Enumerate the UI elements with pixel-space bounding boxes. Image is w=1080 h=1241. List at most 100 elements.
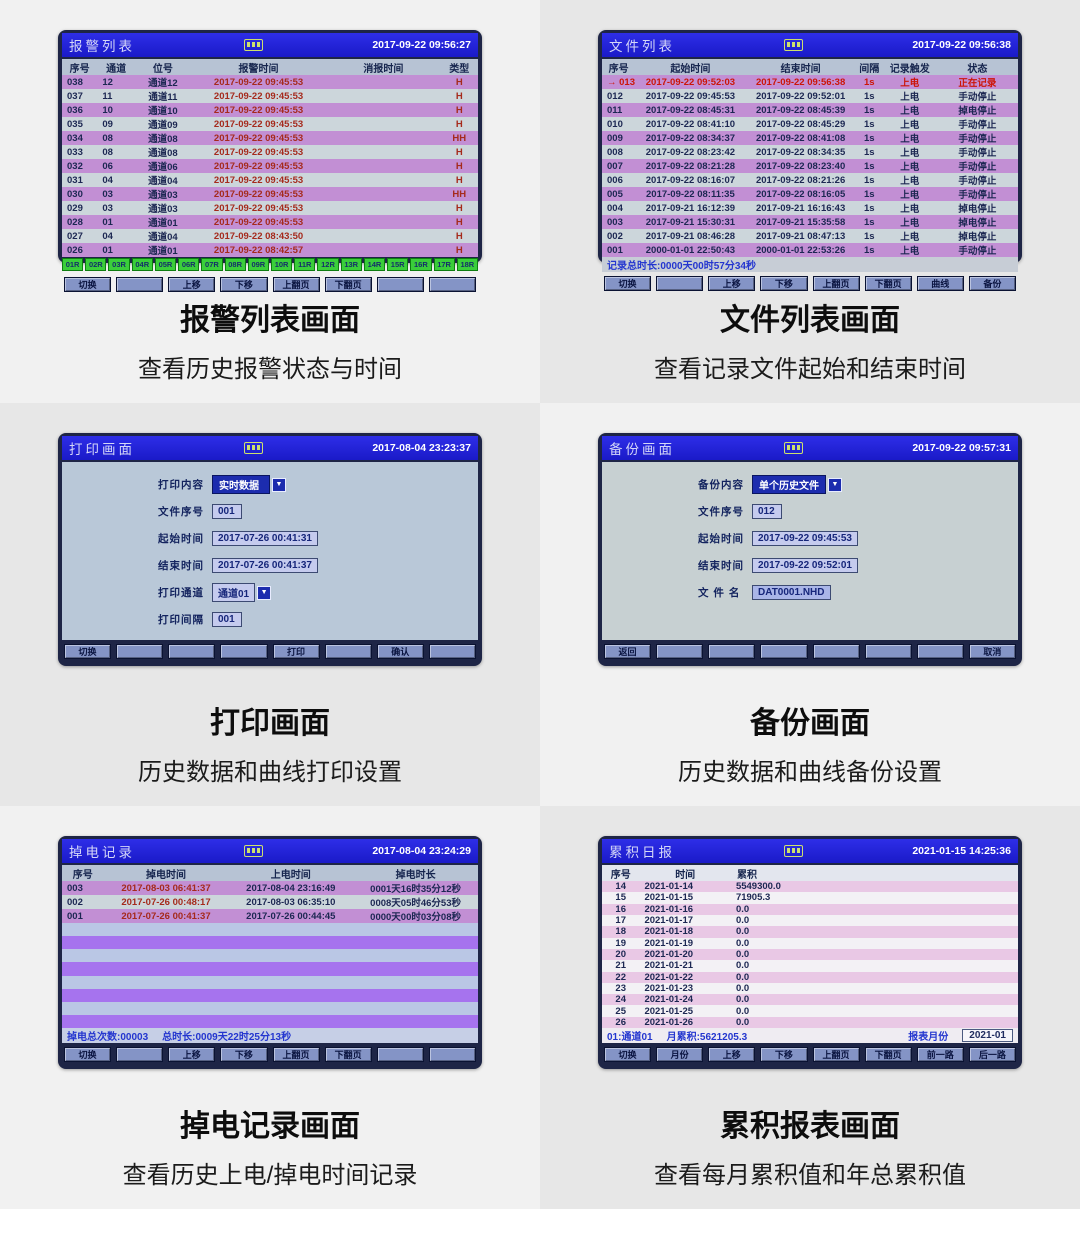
table-cell: 2021-01-24 bbox=[644, 994, 694, 1006]
softkey-下翻页[interactable]: 下翻页 bbox=[324, 1047, 372, 1062]
softkey-empty[interactable] bbox=[428, 277, 476, 292]
softkey-取消[interactable]: 取消 bbox=[968, 644, 1016, 659]
form-field: 文件序号 012 bbox=[698, 503, 1018, 520]
channel-tag: 18R bbox=[456, 258, 478, 271]
dropdown-value[interactable]: 实时数据 bbox=[212, 475, 270, 494]
softkey-下翻页[interactable]: 下翻页 bbox=[864, 1047, 912, 1062]
table-cell: 2017-09-21 15:30:31 bbox=[645, 216, 736, 228]
softkey-上移[interactable]: 上移 bbox=[708, 276, 756, 291]
softkey-empty[interactable] bbox=[864, 644, 912, 659]
softkey-empty[interactable] bbox=[428, 1047, 476, 1062]
softkey-下移[interactable]: 下移 bbox=[760, 276, 808, 291]
table-cell: 0.0 bbox=[735, 949, 750, 961]
softkey-上移[interactable]: 上移 bbox=[168, 277, 216, 292]
input-value[interactable]: DAT0001.NHD bbox=[752, 585, 831, 600]
softkey-后一路[interactable]: 后一路 bbox=[968, 1047, 1016, 1062]
softkey-empty[interactable] bbox=[376, 1047, 424, 1062]
input-value[interactable]: 2017-09-22 09:52:01 bbox=[752, 558, 858, 573]
table-cell: 2021-01-16 bbox=[644, 903, 694, 915]
softkey-empty[interactable] bbox=[168, 644, 216, 659]
table-cell: 2017-09-22 09:45:53 bbox=[213, 76, 304, 88]
form-field: 打印内容 实时数据 ▼ bbox=[158, 475, 478, 494]
table-cell: 通道11 bbox=[148, 92, 178, 103]
table-cell: 通道06 bbox=[148, 162, 178, 173]
column-header: 上电时间 bbox=[270, 869, 311, 881]
softkey-下移[interactable]: 下移 bbox=[760, 1047, 808, 1062]
softkey-上翻页[interactable]: 上翻页 bbox=[272, 277, 320, 292]
table-cell: 2017-09-22 08:41:10 bbox=[645, 118, 736, 130]
softkey-下翻页[interactable]: 下翻页 bbox=[324, 277, 372, 292]
table-cell: 1s bbox=[863, 146, 875, 158]
softkey-empty[interactable] bbox=[116, 1047, 164, 1062]
softkey-切换[interactable]: 切换 bbox=[64, 277, 112, 292]
input-value[interactable]: 012 bbox=[752, 504, 782, 519]
softkey-empty[interactable] bbox=[116, 644, 164, 659]
softkey-下移[interactable]: 下移 bbox=[220, 277, 268, 292]
softkey-上翻页[interactable]: 上翻页 bbox=[812, 276, 860, 291]
table-cell: 1s bbox=[863, 174, 875, 186]
table-row: 038 12 通道12 2017-09-22 09:45:53 H bbox=[62, 75, 478, 89]
softkey-切换[interactable]: 切换 bbox=[604, 1047, 652, 1062]
input-value[interactable]: 001 bbox=[212, 504, 242, 519]
softkey-empty[interactable] bbox=[760, 644, 808, 659]
print-screen: 打印画面 2017-08-04 23:23:37 打印内容 实时数据 ▼ 文件序号 00… bbox=[58, 433, 482, 666]
softkey-empty[interactable] bbox=[916, 644, 964, 659]
softkey-曲线[interactable]: 曲线 bbox=[916, 276, 964, 291]
softkey-empty[interactable] bbox=[812, 644, 860, 659]
report-month-box[interactable]: 2021-01 bbox=[962, 1029, 1013, 1042]
input-value[interactable]: 2017-07-26 00:41:37 bbox=[212, 558, 318, 573]
softkey-下翻页[interactable]: 下翻页 bbox=[864, 276, 912, 291]
softkey-empty[interactable] bbox=[220, 644, 268, 659]
softkey-上翻页[interactable]: 上翻页 bbox=[272, 1047, 320, 1062]
table-cell: 上电 bbox=[900, 204, 920, 215]
table-cell: 通道01 bbox=[148, 218, 178, 229]
softkey-前一路[interactable]: 前一路 bbox=[916, 1047, 964, 1062]
softkey-empty[interactable] bbox=[656, 644, 704, 659]
softkey-empty[interactable] bbox=[324, 644, 372, 659]
table-cell: 15 bbox=[615, 892, 626, 904]
table-cell: 0.0 bbox=[735, 994, 750, 1006]
softkey-切换[interactable]: 切换 bbox=[604, 276, 652, 291]
table-cell: 手动停止 bbox=[958, 162, 997, 173]
softkey-切换[interactable]: 切换 bbox=[64, 1047, 112, 1062]
table-cell: 2021-01-17 bbox=[644, 915, 694, 927]
softkey-empty[interactable] bbox=[376, 277, 424, 292]
input-value[interactable]: 2017-09-22 09:45:53 bbox=[752, 531, 858, 546]
softkey-打印[interactable]: 打印 bbox=[272, 644, 320, 659]
channel-tag: 11R bbox=[294, 258, 316, 271]
softkey-下移[interactable]: 下移 bbox=[220, 1047, 268, 1062]
clock: 2017-09-22 09:56:38 bbox=[912, 39, 1011, 51]
softkey-切换[interactable]: 切换 bbox=[64, 644, 112, 659]
softkey-月份[interactable]: 月份 bbox=[656, 1047, 704, 1062]
softkey-empty[interactable] bbox=[428, 644, 476, 659]
input-value[interactable]: 001 bbox=[212, 612, 242, 627]
table-row: 028 01 通道01 2017-09-22 09:45:53 H bbox=[62, 215, 478, 229]
table-cell: 2017-09-22 09:56:38 bbox=[755, 76, 846, 88]
table-cell: 2021-01-19 bbox=[644, 937, 694, 949]
softkey-确认[interactable]: 确认 bbox=[376, 644, 424, 659]
table-cell: 01 bbox=[102, 216, 113, 228]
dropdown-arrow-icon[interactable]: ▼ bbox=[272, 477, 286, 492]
dropdown-arrow-icon[interactable]: ▼ bbox=[257, 585, 272, 600]
softkey-empty[interactable] bbox=[708, 644, 756, 659]
column-header: 状态 bbox=[967, 63, 988, 75]
softkey-上翻页[interactable]: 上翻页 bbox=[812, 1047, 860, 1062]
softkey-备份[interactable]: 备份 bbox=[968, 276, 1016, 291]
softkey-返回[interactable]: 返回 bbox=[604, 644, 652, 659]
softkey-empty[interactable] bbox=[656, 276, 704, 291]
softkey-bar: 切换 打印 确认 bbox=[62, 640, 478, 661]
empty-row bbox=[62, 962, 478, 976]
softkey-empty[interactable] bbox=[116, 277, 164, 292]
clock: 2017-08-04 23:24:29 bbox=[372, 845, 471, 857]
table-row: 004 2017-09-21 16:12:39 2017-09-21 16:16:4… bbox=[602, 201, 1018, 215]
dropdown-value[interactable]: 单个历史文件 bbox=[752, 475, 826, 494]
screen-title: 累积日报 bbox=[609, 845, 675, 860]
softkey-上移[interactable]: 上移 bbox=[168, 1047, 216, 1062]
table-cell: 031 bbox=[67, 174, 83, 186]
table-cell: 通道01 bbox=[148, 246, 178, 257]
dropdown-value[interactable]: 通道01 bbox=[212, 583, 256, 602]
input-value[interactable]: 2017-07-26 00:41:31 bbox=[212, 531, 318, 546]
softkey-上移[interactable]: 上移 bbox=[708, 1047, 756, 1062]
table-cell: 1s bbox=[863, 104, 875, 116]
dropdown-arrow-icon[interactable]: ▼ bbox=[828, 477, 842, 492]
